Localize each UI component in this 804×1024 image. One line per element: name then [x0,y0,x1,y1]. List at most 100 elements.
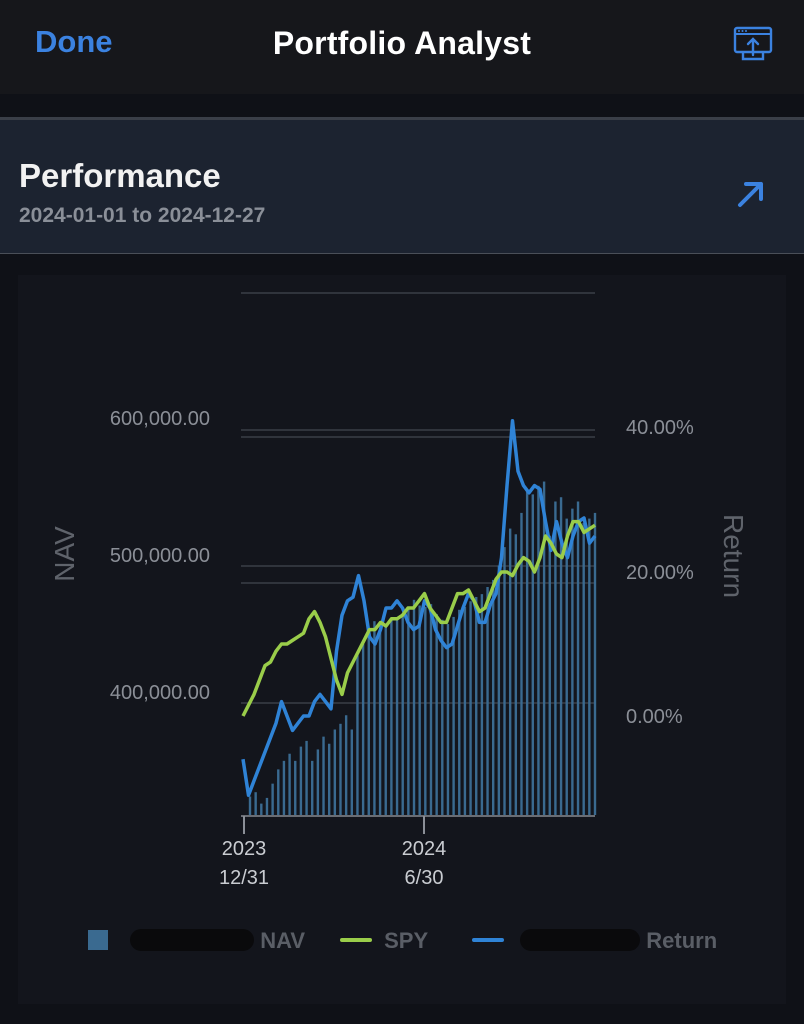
nav-bar [356,655,359,815]
nav-bar [446,624,450,815]
nav-bar [282,760,286,815]
nav-bar: Done Portfolio Analyst [0,0,804,94]
nav-bar [531,494,534,815]
legend-return-swatch [472,938,504,942]
nav-bar [412,599,416,815]
nav-bar [344,715,348,815]
x-tick-date: 6/30 [405,867,444,889]
nav-bar [424,606,427,815]
nav-bar [458,609,461,815]
performance-header[interactable]: Performance 2024-01-01 to 2024-12-27 [0,117,804,254]
spacer [0,94,804,118]
nav-bar [311,760,314,815]
date-range: 2024-01-01 to 2024-12-27 [19,204,266,227]
chart-labels: 600,000.00 500,000.00 400,000.00 40.00% 20.0… [49,408,749,889]
nav-bar [339,723,342,815]
nav-bar [407,606,410,815]
nav-bar [327,743,331,815]
nav-bar [294,760,297,815]
nav-bar [277,769,280,815]
nav-bar [452,616,455,815]
nav-bar [333,729,337,815]
nav-bar [514,534,518,815]
nav-bar [305,740,308,815]
legend-return[interactable]: Return [472,928,717,958]
spy-line [241,519,596,717]
right-tick-label: 0.00% [626,706,683,728]
left-tick-label: 400,000.00 [110,682,210,704]
nav-bar [271,783,274,815]
legend-nav[interactable]: NAV [88,928,305,958]
nav-bar [588,518,591,815]
nav-bar [582,522,585,815]
x-tick-date: 12/31 [219,867,269,889]
redacted-mark [130,929,255,951]
nav-bar [316,749,320,815]
nav-bar [378,632,382,815]
x-tick-year: 2024 [402,838,447,860]
nav-bar [520,512,523,815]
nav-bar [508,528,512,815]
nav-bar [248,796,252,815]
chart-grid [241,292,595,834]
nav-bar [491,579,495,815]
nav-bar [525,490,529,815]
nav-bar [299,746,303,815]
left-tick-label: 600,000.00 [110,408,210,430]
nav-bar [265,797,269,815]
nav-bar [361,644,365,815]
nav-bar [373,621,376,815]
legend-spy-swatch [340,938,372,942]
nav-bar [254,792,257,815]
nav-bar [548,535,551,815]
redacted-mark [520,929,641,951]
share-screen-icon[interactable] [733,25,773,63]
nav-bar [395,618,399,815]
nav-bar [542,481,546,815]
left-axis-title: NAV [49,526,80,582]
nav-bar [559,497,563,815]
legend-spy[interactable]: SPY [340,928,428,958]
nav-bar [537,485,540,815]
nav-bar [576,501,580,815]
nav-bar [350,729,354,815]
legend-nav-label: NAV [260,928,306,953]
nav-bar [435,614,438,815]
nav-bar [384,624,387,815]
nav-bar [418,605,421,815]
nav-bars [248,481,597,815]
right-tick-label: 40.00% [626,417,694,439]
nav-bar [469,601,472,815]
nav-bar [565,518,568,815]
right-tick-label: 20.00% [626,562,694,584]
nav-bar [463,606,467,815]
nav-bar [288,753,291,815]
nav-bar [554,501,557,815]
nav-bar [497,565,501,815]
arrow-up-right-icon[interactable] [735,178,767,210]
nav-bar [503,547,506,815]
nav-bar [260,803,263,815]
nav-bar [322,736,325,815]
legend-return-label: Return [646,928,718,953]
x-tick-year: 2023 [222,838,267,860]
done-button[interactable]: Done [35,24,113,59]
nav-bar [486,587,489,815]
legend-nav-swatch [88,930,108,950]
nav-bar [401,615,404,815]
nav-bar [429,604,433,815]
legend-spy-label: SPY [384,928,429,953]
nav-bar [475,596,478,815]
nav-bar [390,618,393,815]
left-tick-label: 500,000.00 [110,545,210,567]
nav-bar [571,508,574,815]
return-line [241,419,597,797]
nav-bar [480,594,484,815]
chart-lines [241,419,597,797]
nav-bar [593,512,597,815]
performance-title: Performance [19,157,221,194]
right-axis-title: Return [718,514,749,598]
page-title: Portfolio Analyst [272,25,532,61]
nav-bar [367,629,370,815]
